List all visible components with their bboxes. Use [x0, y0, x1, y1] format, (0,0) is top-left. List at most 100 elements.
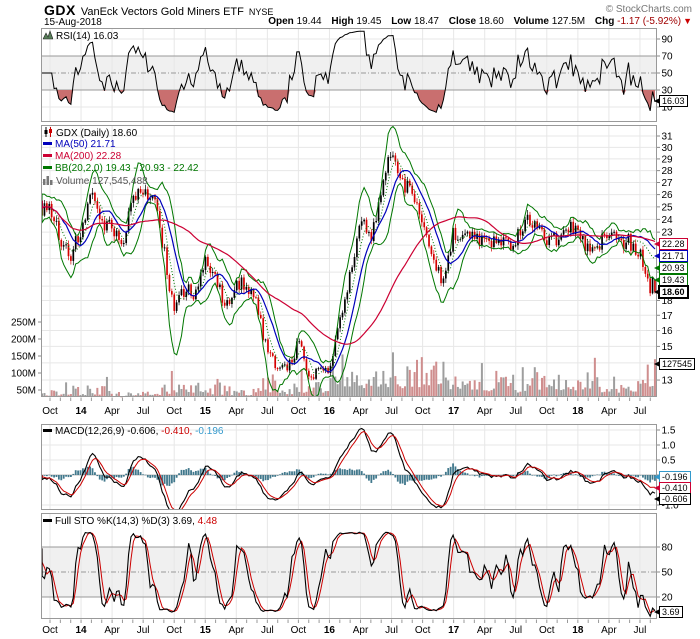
price-tick-label: 23 — [662, 228, 674, 239]
volume-bar — [192, 392, 195, 397]
candle-body — [209, 265, 212, 274]
candle-body — [84, 219, 87, 223]
date-label: Apr — [104, 406, 120, 417]
volume-bar — [283, 392, 286, 397]
macd-histogram-bar — [65, 475, 67, 477]
candle-body — [204, 256, 207, 271]
candle-body — [529, 214, 531, 226]
candle-body — [418, 203, 421, 215]
candle-body — [432, 254, 435, 260]
candle-body — [471, 231, 474, 239]
volume-bar — [589, 388, 592, 397]
candle-body — [548, 236, 551, 245]
ma200-line-swatch — [43, 154, 52, 157]
macd-histogram-bar — [444, 471, 447, 475]
volume-bar — [276, 390, 279, 397]
volume-bar — [319, 388, 322, 397]
candle-body — [370, 232, 373, 242]
date-label: Jul — [261, 625, 274, 636]
macd-histogram-bar — [53, 475, 55, 478]
volume-bar — [403, 386, 406, 397]
macd-histogram-bar — [423, 475, 426, 481]
macd-histogram-bar — [151, 475, 154, 478]
candle-body — [202, 270, 204, 273]
volume-bar — [557, 374, 560, 397]
ma50-line-swatch — [43, 142, 52, 145]
candle-body — [305, 359, 308, 371]
date-label: 16 — [324, 406, 336, 417]
candle-body — [341, 312, 344, 318]
volume-bar — [425, 372, 428, 397]
macd-histogram-bar — [329, 473, 332, 475]
candle-body — [192, 295, 195, 300]
callout-sto: 3.69 — [654, 606, 683, 618]
macd-histogram-bar — [396, 475, 399, 482]
macd-histogram-bar — [185, 469, 188, 475]
volume-bar — [521, 367, 524, 397]
macd-histogram-bar — [182, 469, 185, 475]
candle-body — [94, 192, 96, 202]
candle-body — [149, 198, 152, 200]
macd-histogram-bar — [377, 474, 380, 476]
volume-bar — [651, 385, 654, 397]
candle-body — [346, 292, 349, 300]
callout-volume: 127545 — [653, 358, 696, 370]
candle-body — [389, 156, 392, 158]
volume-bar — [492, 388, 495, 397]
candle-body — [180, 289, 183, 296]
volume-legend-text: Volume 127,545,488 — [56, 176, 148, 187]
volume-bar — [490, 390, 493, 397]
volume-bar — [300, 369, 303, 397]
macd-histogram-bar — [394, 475, 397, 478]
macd-histogram-bar — [187, 468, 190, 475]
macd-histogram-bar — [283, 472, 286, 475]
volume-bar — [238, 392, 241, 397]
macd-histogram-bar — [356, 469, 358, 475]
macd-histogram-bar — [408, 475, 411, 481]
volume-bar — [324, 391, 327, 397]
macd-histogram-bar — [113, 475, 116, 479]
volume-bar — [440, 383, 443, 397]
candle-body — [235, 280, 238, 291]
macd-histogram-bar — [541, 475, 543, 477]
candle-body — [62, 245, 65, 247]
candle-body — [481, 235, 483, 246]
macd-histogram-bar — [339, 468, 341, 475]
macd-histogram-bar — [120, 475, 123, 478]
callout-bb-mid: 20.93 — [654, 262, 688, 274]
candle-body — [115, 230, 118, 237]
candle-body — [137, 189, 140, 200]
volume-bar — [166, 391, 169, 397]
volume-bar — [305, 391, 308, 397]
volume-bar — [447, 380, 450, 397]
volume-bar — [634, 391, 637, 397]
macd-histogram-bar — [194, 470, 197, 475]
date-label: Apr — [229, 625, 245, 636]
macd-histogram-bar — [454, 466, 457, 475]
candle-body — [233, 290, 236, 298]
candle-body — [420, 214, 423, 223]
date-label: Oct — [291, 406, 307, 417]
macd-histogram-bar — [651, 475, 654, 480]
chart-header: GDX VanEck Vectors Gold Miners ETF NYSE — [44, 2, 273, 20]
candle-body — [240, 277, 243, 290]
candle-body — [327, 367, 329, 373]
volume-bar — [555, 389, 558, 397]
candle-body — [437, 267, 440, 271]
macd-histogram-bar — [574, 474, 577, 475]
macd-histogram-bar — [149, 475, 152, 479]
volume-bar — [360, 385, 363, 397]
volume-bar — [288, 389, 291, 397]
macd-histogram-bar — [562, 472, 565, 475]
volume-bar — [562, 389, 565, 397]
macd-histogram-bar — [466, 473, 469, 475]
macd-histogram-bar — [634, 475, 637, 478]
date-label: Oct — [166, 406, 182, 417]
rsi-tick-label: 70 — [662, 52, 674, 63]
candle-body — [646, 273, 649, 279]
macd-histogram-bar — [255, 475, 257, 477]
macd-histogram-bar — [158, 475, 161, 483]
macd-histogram-bar — [319, 473, 322, 475]
macd-histogram-bar — [435, 475, 438, 479]
candle-body — [183, 289, 185, 297]
